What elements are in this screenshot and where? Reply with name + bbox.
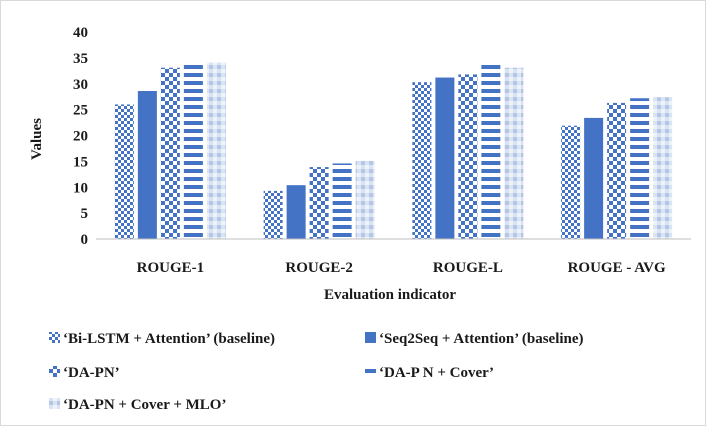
legend-swatch xyxy=(365,366,376,377)
bar xyxy=(160,67,180,240)
bar xyxy=(332,163,352,239)
y-axis-ticks: 0 5 10 15 20 25 30 35 40 xyxy=(73,25,88,248)
y-tick-label: 25 xyxy=(73,103,88,119)
legend-entry-label: ‘DA-P N + Cover’ xyxy=(379,365,494,381)
bar xyxy=(355,160,375,239)
legend-swatch xyxy=(49,366,60,377)
x-axis-label: Evaluation indicator xyxy=(324,287,456,303)
bar xyxy=(584,117,604,239)
bars xyxy=(114,62,673,240)
bar xyxy=(653,97,673,239)
bar xyxy=(206,62,226,239)
bar xyxy=(504,67,524,240)
y-tick-label: 10 xyxy=(73,180,88,196)
y-tick-label: 5 xyxy=(81,206,89,222)
legend-entry-label: ‘DA-PN + Cover + MLO’ xyxy=(63,397,226,413)
legend: ‘Bi-LSTM + Attention’ (baseline) ‘Seq2Seq… xyxy=(49,331,584,413)
bar xyxy=(481,64,501,239)
legend-swatch xyxy=(365,332,376,343)
bar xyxy=(286,185,306,239)
x-tick-label: ROUGE-L xyxy=(433,260,503,276)
y-tick-label: 30 xyxy=(73,77,88,93)
bar xyxy=(137,90,157,240)
y-tick-label: 15 xyxy=(73,154,88,170)
x-tick-label: ROUGE-1 xyxy=(137,260,205,276)
bar xyxy=(114,104,134,239)
bar xyxy=(412,82,432,239)
legend-entry-label: ‘DA-PN’ xyxy=(63,365,120,381)
bar xyxy=(309,167,329,239)
bar xyxy=(263,190,283,239)
bar xyxy=(630,98,650,240)
bar xyxy=(183,64,203,239)
bar xyxy=(561,125,581,239)
legend-swatch xyxy=(49,332,60,343)
bar xyxy=(607,102,627,240)
legend-entry-label: ‘Seq2Seq + Attention’ (baseline) xyxy=(379,331,584,347)
y-axis-label: Values xyxy=(29,118,45,160)
x-tick-label: ROUGE-2 xyxy=(285,260,353,276)
y-tick-label: 20 xyxy=(73,129,88,145)
x-tick-label: ROUGE - AVG xyxy=(568,260,666,276)
y-tick-label: 40 xyxy=(73,25,88,41)
x-axis-ticks: ROUGE-1 ROUGE-2 ROUGE-L ROUGE - AVG xyxy=(137,260,666,276)
bar xyxy=(435,77,455,239)
bar xyxy=(458,74,478,239)
legend-swatch xyxy=(49,398,60,409)
y-tick-label: 0 xyxy=(81,232,89,248)
y-tick-label: 35 xyxy=(73,51,88,67)
legend-entry-label: ‘Bi-LSTM + Attention’ (baseline) xyxy=(63,331,275,347)
